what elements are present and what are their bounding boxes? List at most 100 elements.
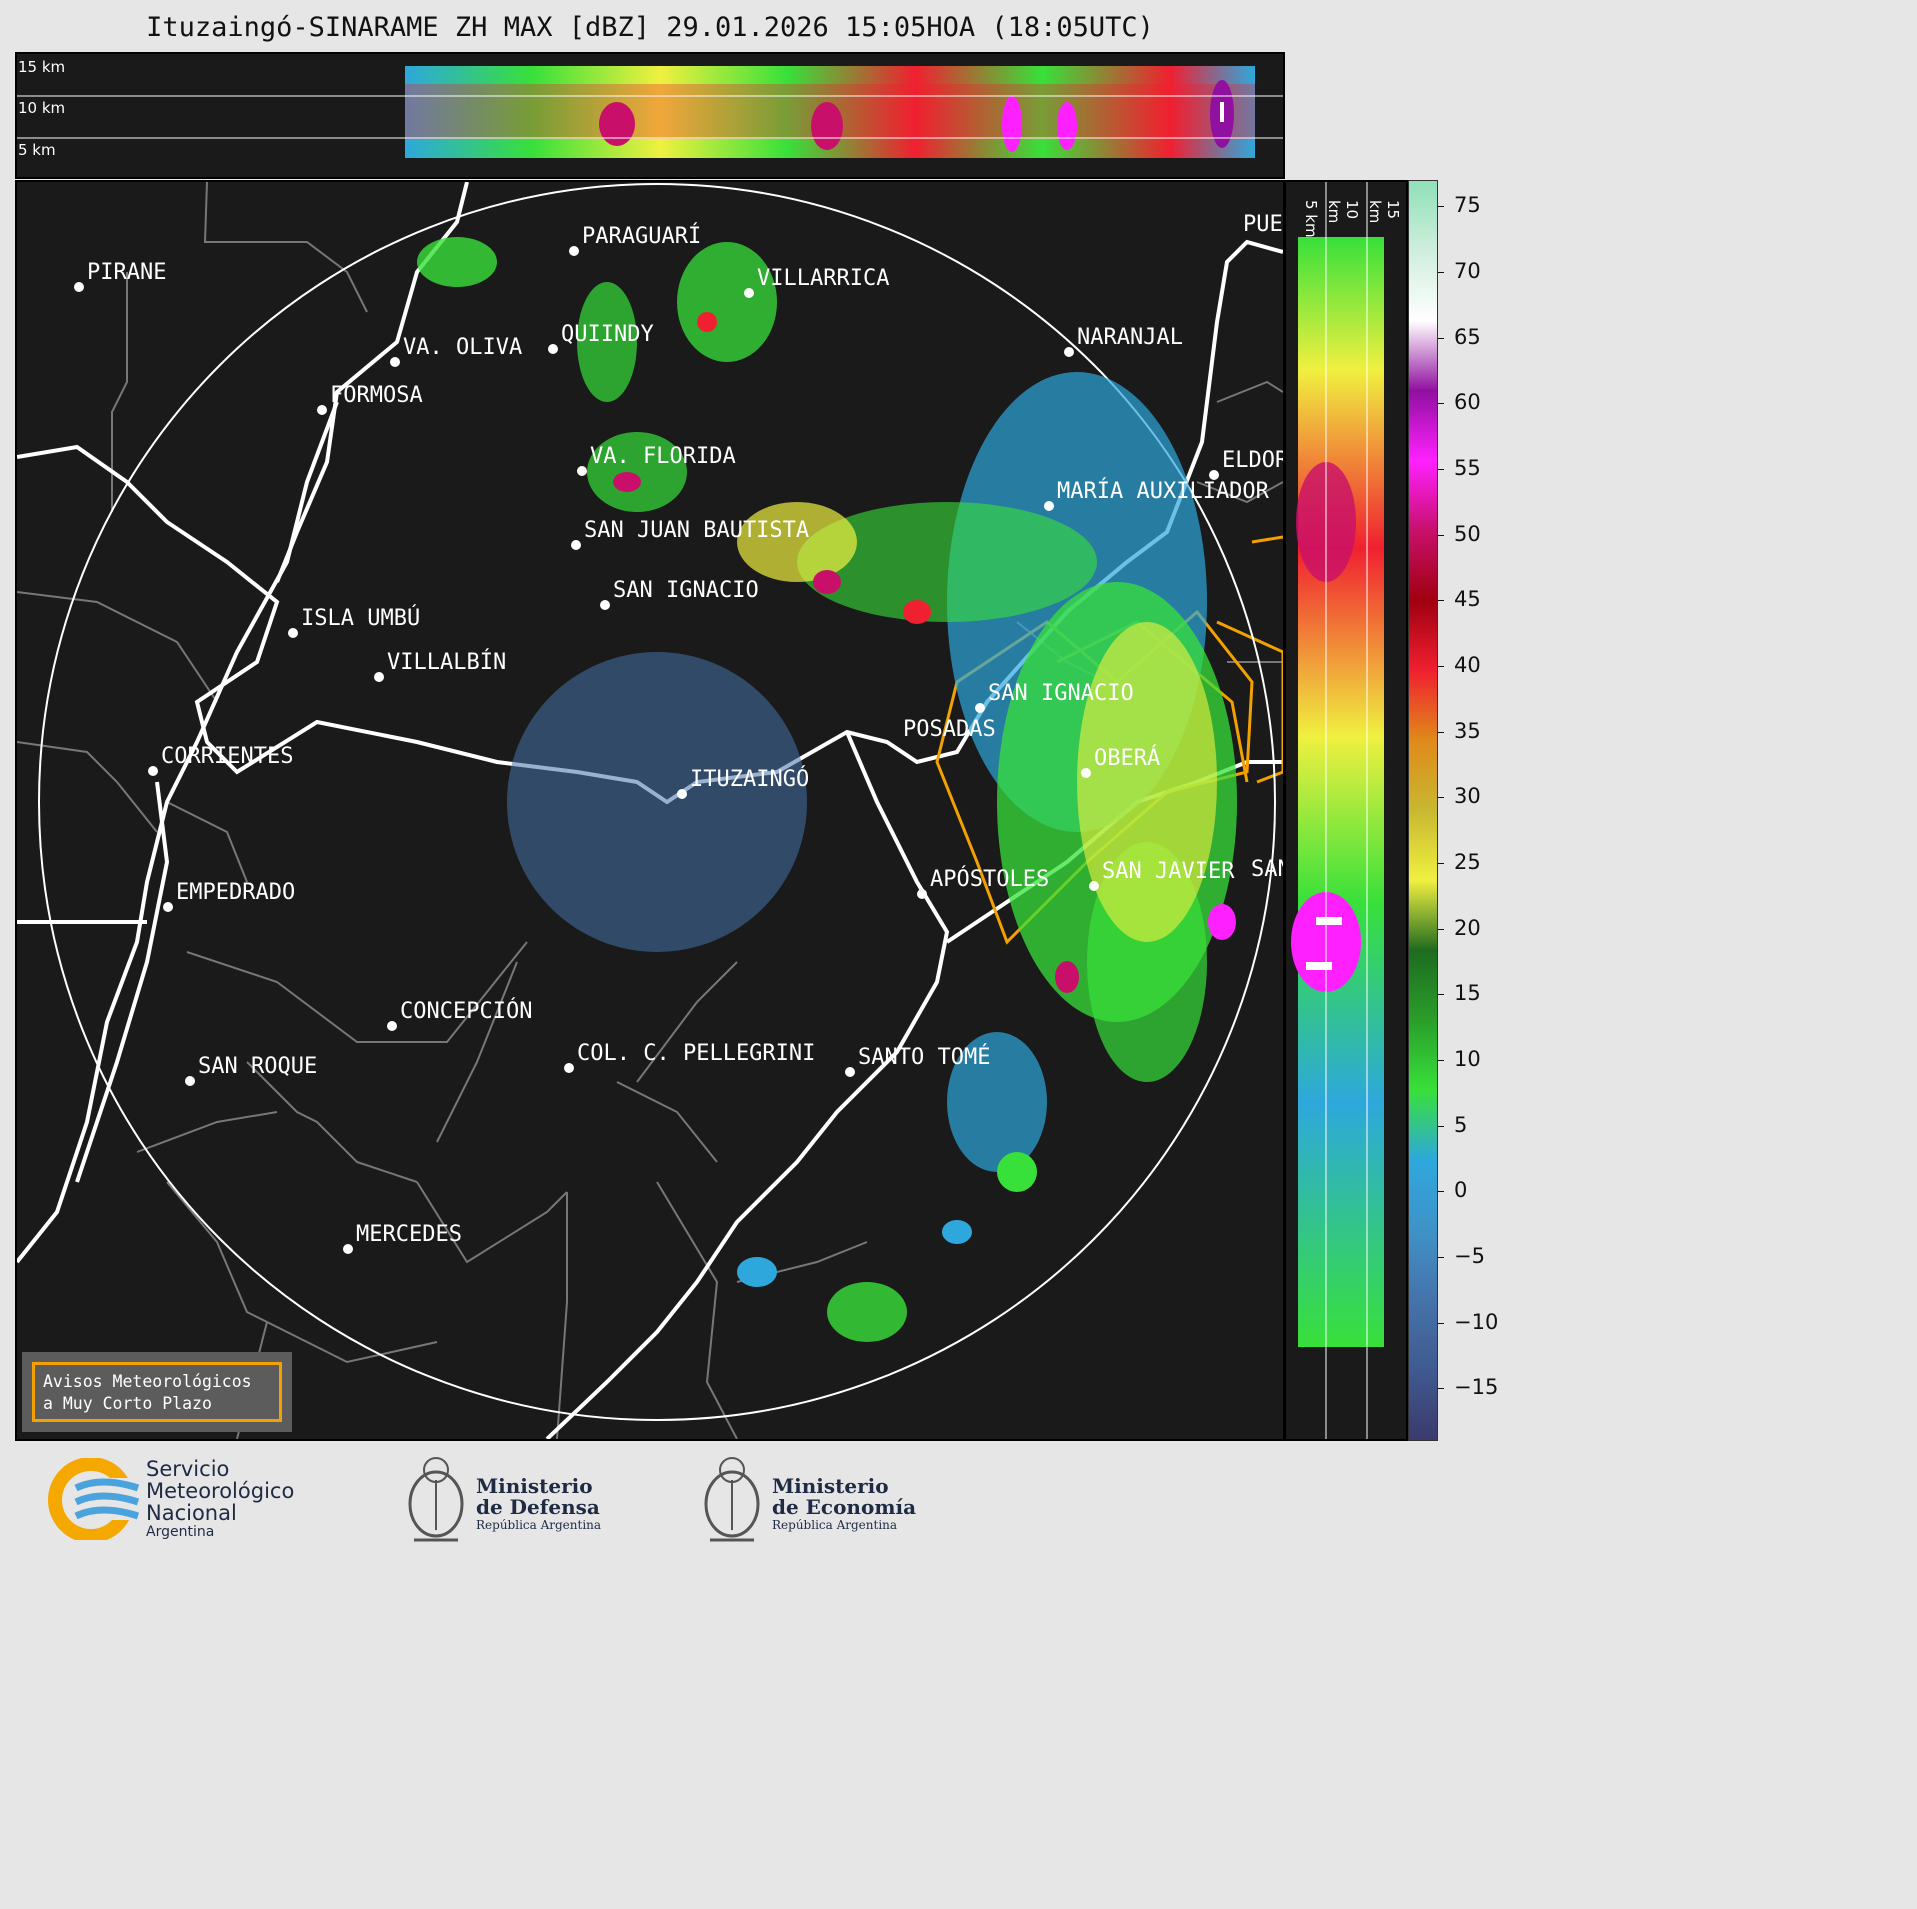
city-marker[interactable] [564, 1063, 574, 1073]
economia-line2: de Economía [772, 1495, 917, 1519]
alert-legend-border: Avisos Meteorológicos a Muy Corto Plazo [32, 1362, 282, 1422]
city-label: ISLA UMBÚ [301, 605, 420, 631]
chart-title: Ituzaingó-SINARAME ZH MAX [dBZ] 29.01.20… [146, 12, 1154, 43]
colorbar-tick-label: 5 [1454, 1112, 1468, 1137]
province-boundaries [17, 182, 1283, 1439]
city-label: POSADAS [903, 717, 996, 742]
city-marker[interactable] [185, 1076, 195, 1086]
side-echo-peak-2 [1306, 962, 1332, 970]
city-label: CONCEPCIÓN [400, 998, 532, 1024]
city-label: SAN IGNACIO [613, 578, 759, 603]
city-marker[interactable] [569, 246, 579, 256]
city-marker[interactable] [288, 628, 298, 638]
city-label: PUER [1243, 212, 1283, 237]
colorbar-tick-label: 45 [1454, 587, 1481, 612]
city-marker[interactable] [317, 405, 327, 415]
city-marker[interactable] [917, 889, 927, 899]
city-marker[interactable] [548, 344, 558, 354]
top-cross-section-svg [17, 66, 1283, 158]
colorbar-tick [1438, 1257, 1444, 1259]
economia-line1: Ministerio [772, 1474, 889, 1498]
top-cross-section-panel: 15 km 10 km 5 km [15, 52, 1285, 179]
defensa-seal-icon [408, 1457, 464, 1542]
colorbar-tick-label: 25 [1454, 850, 1481, 875]
top-level-5km: 5 km [18, 141, 56, 159]
alert-legend-line1: Avisos Meteorológicos [43, 1372, 252, 1391]
smn-logo: Servicio Meteorológico Nacional Argentin… [46, 1458, 346, 1548]
smn-logo-line4: Argentina [146, 1524, 215, 1540]
city-marker[interactable] [148, 766, 158, 776]
city-marker[interactable] [845, 1067, 855, 1077]
colorbar-tick-label: 40 [1454, 653, 1481, 677]
colorbar-tick-label: 60 [1454, 390, 1481, 415]
smn-logo-line1: Servicio [146, 1457, 230, 1481]
colorbar-tick-label: 15 [1454, 981, 1481, 1006]
city-marker[interactable] [343, 1244, 353, 1254]
city-marker[interactable] [374, 672, 384, 682]
city-marker[interactable] [571, 540, 581, 550]
defensa-line1: Ministerio [476, 1474, 593, 1498]
side-level-10km: 10 km [1325, 200, 1361, 224]
side-echo-peak-1 [1316, 917, 1342, 925]
colorbar-tick-label: −15 [1454, 1375, 1499, 1400]
colorbar-tick [1438, 928, 1444, 930]
city-marker[interactable] [744, 288, 754, 298]
colorbar-gradient [1409, 181, 1437, 1440]
city-label: SAN [1251, 857, 1283, 882]
colorbar-tick [1438, 534, 1444, 536]
colorbar-tick [1438, 206, 1444, 208]
colorbar-tick [1438, 666, 1444, 667]
city-label: ITUZAINGÓ [690, 766, 809, 792]
city-label: OBERÁ [1094, 745, 1160, 771]
economia-line3: República Argentina [772, 1518, 898, 1532]
city-marker[interactable] [1089, 881, 1099, 891]
city-label: SAN ROQUE [198, 1054, 317, 1079]
colorbar-tick [1438, 863, 1444, 865]
alert-legend-box[interactable]: Avisos Meteorológicos a Muy Corto Plazo [22, 1352, 292, 1432]
colorbar-tick [1438, 1191, 1444, 1193]
city-label: FORMOSA [330, 383, 423, 408]
colorbar-tick [1438, 468, 1444, 470]
side-cross-section-svg [1291, 182, 1384, 1439]
colorbar-tick-label: −10 [1454, 1309, 1499, 1334]
colorbar-tick-label: 20 [1454, 915, 1481, 940]
city-marker[interactable] [387, 1021, 397, 1031]
city-label: SAN IGNACIO [988, 681, 1134, 706]
colorbar-tick-label: 30 [1454, 784, 1481, 809]
colorbar-tick-label: 65 [1454, 324, 1481, 349]
city-label: QUIINDY [561, 322, 654, 347]
colorbar-tick [1438, 600, 1444, 602]
city-label: CORRIENTES [161, 744, 293, 769]
city-marker[interactable] [577, 466, 587, 476]
top-level-15km: 15 km [18, 58, 66, 76]
city-marker[interactable] [600, 600, 610, 610]
colorbar-tick [1438, 1125, 1444, 1127]
colorbar-tick [1438, 403, 1444, 405]
alert-legend-line2: a Muy Corto Plazo [43, 1394, 212, 1413]
city-marker[interactable] [1209, 470, 1219, 480]
economia-seal-icon [704, 1457, 760, 1542]
city-marker[interactable] [390, 357, 400, 367]
city-marker[interactable] [975, 703, 985, 713]
top-level-10km: 10 km [18, 99, 66, 117]
city-marker[interactable] [1081, 768, 1091, 778]
city-label: ELDOR [1222, 448, 1283, 473]
city-label: EMPEDRADO [176, 880, 295, 905]
city-marker[interactable] [163, 902, 173, 912]
defensa-line2: de Defensa [476, 1495, 600, 1519]
radar-map-svg: PIRANE PARAGUARÍ VILLARRICA VA. OLIVA QUIIND… [17, 182, 1283, 1439]
colorbar-tick-label: 55 [1454, 455, 1481, 480]
city-marker[interactable] [74, 282, 84, 292]
colorbar-tick-label: 10 [1454, 1047, 1481, 1072]
colorbar-tick-label: 35 [1454, 718, 1481, 743]
city-marker[interactable] [677, 789, 687, 799]
smn-logo-line2: Meteorológico [146, 1479, 295, 1503]
radar-map[interactable]: PIRANE PARAGUARÍ VILLARRICA VA. OLIVA QUIIND… [15, 180, 1285, 1441]
city-marker[interactable] [1044, 501, 1054, 511]
city-label: MARÍA AUXILIADOR [1057, 478, 1270, 504]
colorbar-tick [1438, 731, 1444, 733]
city-marker[interactable] [1064, 347, 1074, 357]
city-label: VA. OLIVA [403, 335, 522, 360]
city-label: COL. C. PELLEGRINI [577, 1041, 815, 1066]
city-label: VILLARRICA [757, 266, 889, 291]
